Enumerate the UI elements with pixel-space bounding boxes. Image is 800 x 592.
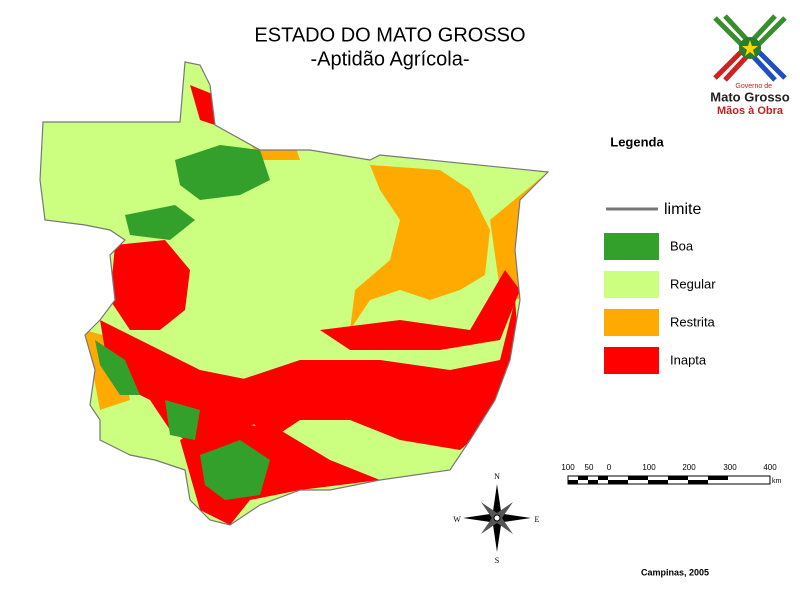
scale-label: 100 xyxy=(561,463,575,472)
scale-label: 400 xyxy=(763,463,777,472)
map-zone xyxy=(320,270,520,350)
scale-label: 50 xyxy=(585,463,594,472)
legend-label: Restrita xyxy=(670,314,716,329)
scale-bar: 100 50 0 100 200 300 400 km xyxy=(561,463,781,485)
map-zone xyxy=(110,240,190,330)
map-zone xyxy=(240,300,520,450)
map-subtitle: -Aptidão Agrícola- xyxy=(311,48,470,70)
logo-line3: Mãos à Obra xyxy=(717,105,784,117)
legend: Boa Regular Restrita Inapta xyxy=(604,233,716,374)
compass: N S E W xyxy=(453,472,539,565)
scale-label: 100 xyxy=(642,463,656,472)
state-boundary xyxy=(39,61,550,526)
scale-segment xyxy=(608,480,628,484)
map-zone xyxy=(125,205,195,240)
logo-line2: Mato Grosso xyxy=(710,89,790,104)
legend-title: Legenda xyxy=(610,134,664,149)
map-zone xyxy=(200,440,270,500)
legend-swatch xyxy=(604,347,659,374)
logo-line1: Governo de xyxy=(735,83,772,90)
compass-west: W xyxy=(453,515,461,524)
scale-unit: km xyxy=(772,478,782,485)
map-zone xyxy=(165,400,200,440)
scale-segment xyxy=(568,480,578,484)
scale-segment xyxy=(648,480,668,484)
legend-label: Regular xyxy=(670,276,716,291)
map-zone xyxy=(190,85,215,125)
scale-segment xyxy=(588,480,598,484)
map-zone xyxy=(175,145,270,200)
compass-north: N xyxy=(494,472,500,481)
map-zone xyxy=(350,165,490,330)
scale-segment xyxy=(708,476,728,480)
compass-east: E xyxy=(535,515,540,524)
map-title: ESTADO DO MATO GROSSO xyxy=(254,24,525,46)
legend-boundary-label: limite xyxy=(664,201,701,218)
scale-label: 300 xyxy=(723,463,737,472)
scale-segment xyxy=(598,476,608,480)
scale-label: 200 xyxy=(682,463,696,472)
scale-segment xyxy=(628,476,648,480)
map-zone xyxy=(95,340,140,395)
legend-swatch xyxy=(604,271,659,298)
legend-swatch xyxy=(604,309,659,336)
legend-label: Inapta xyxy=(670,352,707,367)
scale-label: 0 xyxy=(607,463,612,472)
map-area xyxy=(40,62,548,525)
map-zone xyxy=(100,320,260,450)
scale-segment xyxy=(688,480,708,484)
legend-swatch xyxy=(604,233,659,260)
credit: Campinas, 2005 xyxy=(641,567,709,577)
logo: Governo de Mato Grosso Mãos à Obra xyxy=(710,14,790,117)
legend-label: Boa xyxy=(670,238,694,253)
scale-segment xyxy=(578,476,588,480)
compass-south: S xyxy=(495,556,499,565)
scale-segment xyxy=(668,476,688,480)
